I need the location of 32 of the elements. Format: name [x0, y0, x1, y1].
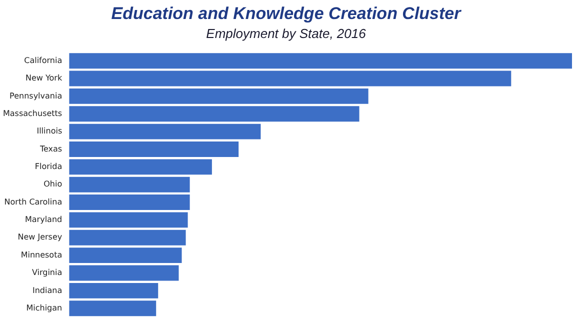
- y-tick-label: Indiana: [32, 286, 62, 295]
- bar: [69, 212, 188, 228]
- chart-title: Education and Knowledge Creation Cluster: [111, 4, 462, 23]
- bar: [69, 300, 156, 316]
- bar: [69, 230, 186, 246]
- bar: [69, 176, 190, 192]
- bar: [69, 70, 512, 86]
- y-tick-label: Florida: [34, 162, 62, 171]
- bar: [69, 265, 179, 281]
- y-tick-label: Ohio: [44, 180, 62, 189]
- chart-subtitle: Employment by State, 2016: [206, 26, 367, 41]
- y-tick-label: Virginia: [32, 268, 62, 278]
- bar: [69, 142, 239, 157]
- bar: [69, 106, 360, 122]
- y-tick-label: California: [24, 56, 62, 65]
- y-tick-label: Illinois: [36, 126, 62, 136]
- bar: [69, 88, 368, 104]
- y-tick-label: Maryland: [25, 215, 62, 224]
- y-tick-label: New Jersey: [18, 232, 62, 242]
- y-tick-label: Massachusetts: [2, 108, 62, 118]
- bar: [69, 53, 572, 69]
- y-tick-label: Pennsylvania: [10, 91, 62, 100]
- y-tick-label: North Carolina: [4, 197, 62, 206]
- bar: [69, 159, 212, 175]
- bar: [69, 248, 182, 264]
- y-tick-label: New York: [25, 74, 62, 83]
- bar: [69, 194, 190, 210]
- y-tick-label: Minnesota: [20, 250, 62, 260]
- y-tick-label: Michigan: [26, 303, 62, 312]
- y-tick-label: Texas: [38, 144, 62, 154]
- bar: [69, 124, 261, 140]
- bar: [69, 282, 158, 298]
